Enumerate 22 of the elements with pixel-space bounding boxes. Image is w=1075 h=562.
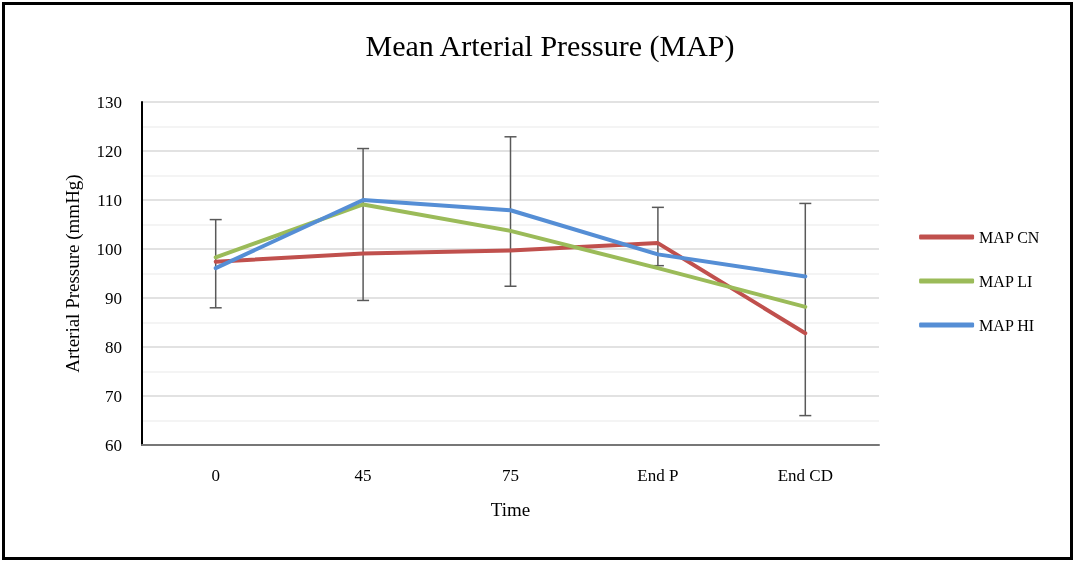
y-tick-label: 90 [105, 288, 122, 308]
y-tick-label: 80 [105, 337, 122, 357]
line-series [213, 202, 808, 309]
x-tick-label: 45 [354, 466, 372, 485]
y-tick-label: 120 [96, 141, 122, 161]
y-tick-label: 70 [105, 386, 122, 406]
x-tick-label: End P [637, 466, 679, 485]
y-axis-title: Arterial Pressure (mmHg) [62, 174, 84, 373]
y-tick-label: 100 [96, 239, 122, 259]
y-tick-label: 60 [105, 435, 122, 455]
x-tick-label: End CD [777, 466, 833, 485]
legend-label: MAP LI [979, 272, 1033, 290]
line-series [213, 241, 808, 336]
chart-title: Mean Arterial Pressure (MAP) [365, 28, 735, 63]
x-tick-label: 0 [211, 466, 220, 485]
y-tick-label: 110 [97, 190, 122, 210]
y-tick-label: 130 [96, 92, 122, 112]
legend-label: MAP CN [979, 228, 1040, 246]
x-axis-title: Time [490, 499, 531, 520]
legend-label: MAP HI [979, 316, 1035, 334]
line-series [213, 198, 808, 279]
x-tick-label: 75 [502, 466, 519, 485]
